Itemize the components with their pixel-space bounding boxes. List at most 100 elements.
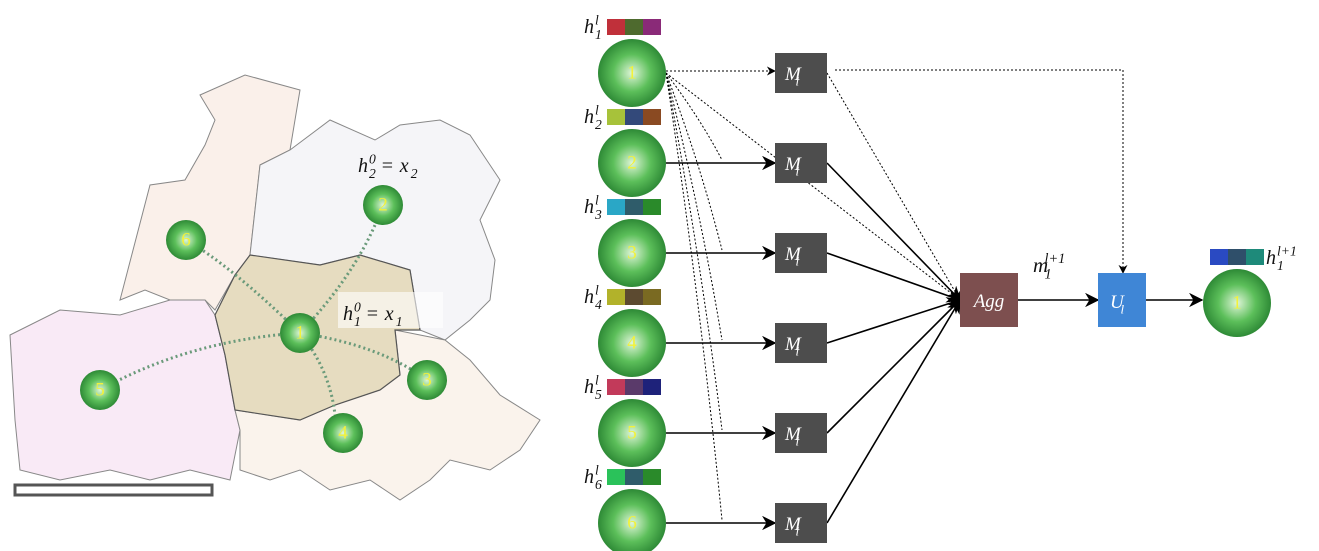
edge: [665, 72, 723, 521]
feature-cell: [625, 109, 643, 125]
feature-cell: [625, 19, 643, 35]
math-sub: 1: [354, 314, 361, 329]
feature-cell: [625, 289, 643, 305]
node-label: 6: [627, 512, 637, 533]
math-base: h: [343, 303, 353, 325]
update-box: [1098, 273, 1146, 327]
math-base: M: [784, 64, 802, 85]
edge: [826, 297, 962, 344]
math-base: h: [584, 286, 594, 308]
scale-bar: [13, 483, 214, 497]
node: [280, 313, 320, 353]
math-sup: 0: [369, 152, 376, 167]
math-base: M: [784, 334, 802, 355]
math-sup: l+1: [1277, 244, 1297, 259]
node-label: 6: [181, 229, 191, 250]
aggregate-box: [960, 273, 1018, 327]
math-base: x: [399, 155, 409, 177]
map-edge: [298, 332, 337, 416]
edge: [665, 72, 723, 161]
node: [363, 185, 403, 225]
edge: [665, 72, 723, 431]
node-label: 3: [627, 242, 637, 263]
node: [598, 219, 666, 287]
math-sup: l: [595, 463, 599, 478]
math-sub: 2: [595, 117, 602, 132]
edge: [826, 252, 962, 303]
map: [9, 74, 541, 501]
message-box: [775, 233, 827, 273]
node-label: 4: [338, 422, 348, 443]
math-base: M: [784, 424, 802, 445]
feature-cell: [643, 109, 661, 125]
math-sub: 1: [1045, 266, 1052, 282]
region: [9, 299, 241, 481]
feature-cell: [643, 379, 661, 395]
feature-cell: [1228, 249, 1246, 265]
message-box: [775, 503, 827, 543]
node-label: 1: [295, 322, 305, 343]
math-sup: l: [595, 103, 599, 118]
edge: [665, 72, 723, 341]
math-sub: 4: [595, 297, 602, 312]
math-sup: l: [595, 193, 599, 208]
feature-cell: [607, 379, 625, 395]
node-label: 5: [627, 422, 637, 443]
math-sub: l: [795, 524, 799, 539]
label-bg: [338, 292, 443, 328]
math-sup: l: [595, 13, 599, 28]
math-sub: 5: [595, 387, 602, 402]
math-base: h: [584, 106, 594, 128]
feature-cell: [643, 289, 661, 305]
node: [598, 399, 666, 467]
node: [407, 360, 447, 400]
math-base: M: [784, 514, 802, 535]
math-sub: 3: [594, 207, 602, 222]
math-sub: 2: [411, 166, 418, 181]
node: [598, 489, 666, 551]
math-sub: l: [1120, 302, 1124, 317]
aggregate-label: Agg: [972, 291, 1005, 312]
math-sub: l: [795, 434, 799, 449]
math-eq: =: [382, 155, 393, 177]
math-sub: 1: [595, 27, 602, 42]
math-base: x: [384, 303, 394, 325]
feature-cell: [643, 19, 661, 35]
math-base: h: [584, 376, 594, 398]
math-sub: 1: [1277, 258, 1284, 273]
edge: [826, 298, 962, 434]
feature-cell: [1210, 249, 1228, 265]
node-label: 2: [627, 152, 637, 173]
math-sub: l: [795, 164, 799, 179]
feature-cell: [607, 289, 625, 305]
feature-cell: [625, 199, 643, 215]
edge: [826, 72, 961, 301]
math-sup: 0: [354, 300, 361, 315]
feature-cell: [643, 469, 661, 485]
message-box: [775, 53, 827, 93]
node: [598, 129, 666, 197]
math-sup: l+1: [1045, 251, 1066, 267]
feature-cell: [607, 19, 625, 35]
edge: [826, 162, 962, 302]
node-label: 3: [422, 369, 432, 390]
math-eq: =: [367, 303, 378, 325]
math-sup: l: [595, 283, 599, 298]
message-box: [775, 323, 827, 363]
message-box: [775, 413, 827, 453]
math-base: U: [1110, 292, 1125, 313]
feature-cell: [1246, 249, 1264, 265]
math-base: h: [1266, 247, 1276, 269]
edge: [835, 69, 1128, 274]
feature-cell: [607, 469, 625, 485]
node-label: 1: [1232, 292, 1242, 313]
feature-cell: [625, 379, 643, 395]
edges: [665, 66, 1204, 531]
node: [598, 39, 666, 107]
edge: [826, 298, 961, 524]
node: [323, 413, 363, 453]
node-label: 1: [627, 62, 637, 83]
math-base: h: [584, 196, 594, 218]
